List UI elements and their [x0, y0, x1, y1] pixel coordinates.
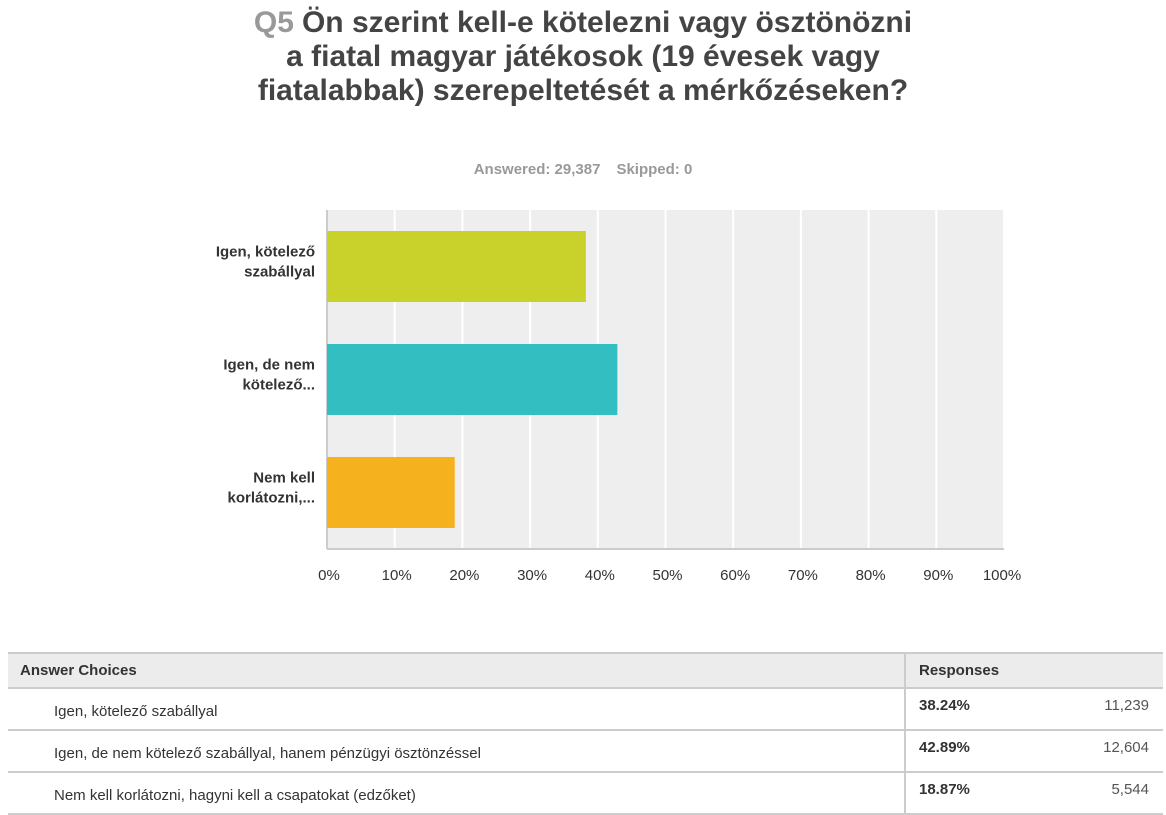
x-tick-label: 50%	[652, 567, 682, 584]
row-percent: 42.89%	[919, 739, 970, 756]
bar-chart: 0% 10% 20% 30% 40% 50% 60% 70% 80% 90% 100% Igen, k…	[216, 210, 1021, 584]
table-row: Igen, kötelező szabállyal 38.24% 11,239	[8, 689, 1163, 731]
category-label: kötelező...	[242, 377, 315, 394]
answer-table: Answer Choices Responses Igen, kötelező …	[8, 652, 1163, 815]
x-tick-label: 100%	[983, 567, 1021, 584]
row-choice-label: Igen, kötelező szabállyal	[54, 703, 218, 720]
table-header: Answer Choices Responses	[8, 654, 1163, 689]
question-title: Q5 Ön szerint kell-e kötelezni vagy ösztö…	[250, 6, 916, 108]
question-number: Q5	[253, 6, 294, 39]
row-choice-label: Nem kell korlátozni, hagyni kell a csapa…	[54, 787, 416, 804]
row-count: 5,544	[1111, 781, 1149, 798]
x-tick-label: 80%	[856, 567, 886, 584]
skipped-count: Skipped: 0	[616, 161, 693, 178]
x-tick-label: 90%	[923, 567, 953, 584]
x-tick-label: 70%	[788, 567, 818, 584]
x-tick-label: 60%	[720, 567, 750, 584]
bar	[327, 344, 618, 415]
category-label: Igen, de nem	[223, 357, 315, 374]
header-answer-choices: Answer Choices	[20, 662, 137, 679]
category-label: Igen, kötelező	[216, 244, 315, 261]
bar	[327, 457, 455, 528]
answered-count: Answered: 29,387	[473, 161, 601, 178]
bar	[327, 231, 586, 302]
row-count: 12,604	[1103, 739, 1149, 756]
row-count: 11,239	[1104, 697, 1149, 714]
x-tick-label: 40%	[585, 567, 615, 584]
x-tick-label: 20%	[449, 567, 479, 584]
category-label: Nem kell	[253, 470, 315, 487]
category-label: szabállyal	[244, 264, 315, 281]
x-tick-label: 10%	[382, 567, 412, 584]
row-percent: 38.24%	[919, 697, 970, 714]
x-tick-label: 0%	[318, 567, 340, 584]
question-text: Ön szerint kell-e kötelezni vagy ösztönö…	[257, 6, 913, 107]
row-choice-label: Igen, de nem kötelező szabállyal, hanem …	[54, 745, 481, 762]
table-row: Igen, de nem kötelező szabállyal, hanem …	[8, 731, 1163, 773]
header-responses: Responses	[919, 662, 1000, 679]
response-stats: Answered: 29,387 Skipped: 0	[0, 161, 1166, 178]
row-percent: 18.87%	[919, 781, 970, 798]
category-label: korlátozni,...	[227, 490, 315, 507]
x-tick-label: 30%	[517, 567, 547, 584]
